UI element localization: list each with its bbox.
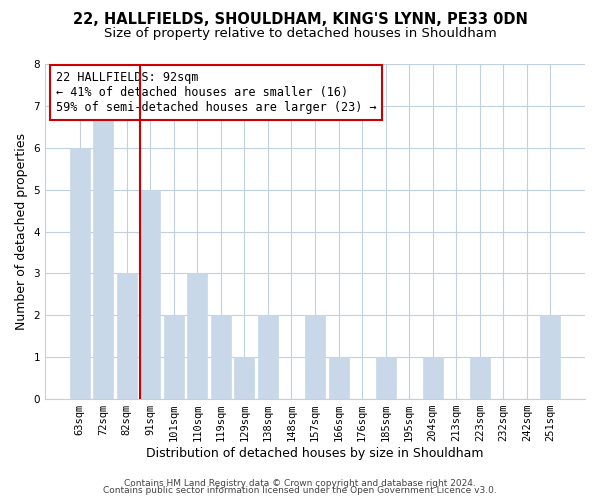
Y-axis label: Number of detached properties: Number of detached properties [15,133,28,330]
Bar [305,316,325,399]
Text: 22 HALLFIELDS: 92sqm
← 41% of detached houses are smaller (16)
59% of semi-detac: 22 HALLFIELDS: 92sqm ← 41% of detached h… [56,70,376,114]
Bar [423,357,443,399]
Bar [470,357,490,399]
Bar [70,148,89,399]
Bar [541,316,560,399]
Bar [140,190,160,399]
Bar [329,357,349,399]
X-axis label: Distribution of detached houses by size in Shouldham: Distribution of detached houses by size … [146,447,484,460]
Bar [211,316,231,399]
Bar [376,357,395,399]
Text: Size of property relative to detached houses in Shouldham: Size of property relative to detached ho… [104,28,496,40]
Bar [93,106,113,399]
Text: Contains public sector information licensed under the Open Government Licence v3: Contains public sector information licen… [103,486,497,495]
Bar [116,274,137,399]
Text: 22, HALLFIELDS, SHOULDHAM, KING'S LYNN, PE33 0DN: 22, HALLFIELDS, SHOULDHAM, KING'S LYNN, … [73,12,527,28]
Bar [258,316,278,399]
Bar [235,357,254,399]
Text: Contains HM Land Registry data © Crown copyright and database right 2024.: Contains HM Land Registry data © Crown c… [124,478,476,488]
Bar [187,274,208,399]
Bar [164,316,184,399]
